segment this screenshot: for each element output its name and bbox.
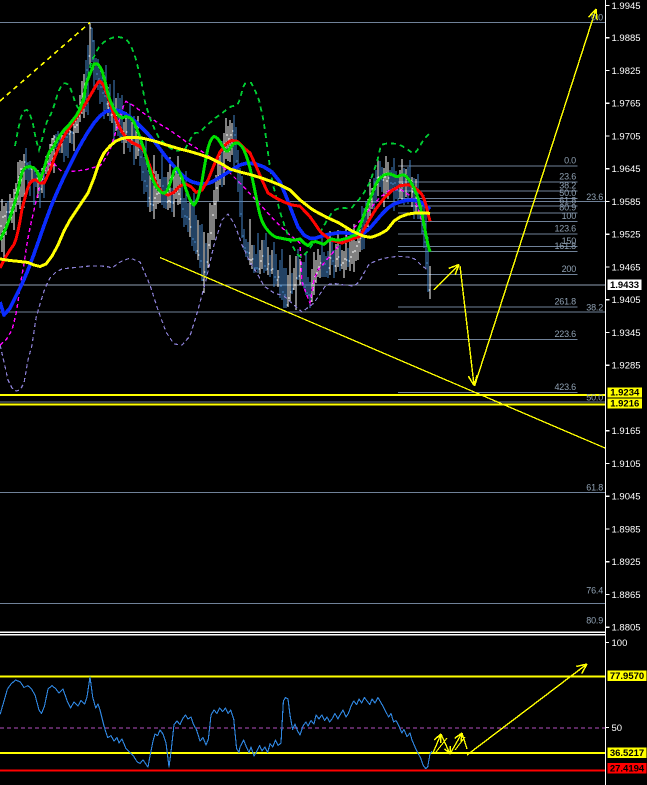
svg-text:50.0: 50.0 [586, 392, 603, 402]
svg-text:1.9433: 1.9433 [610, 280, 639, 291]
svg-text:150: 150 [562, 236, 577, 246]
svg-text:1.9885: 1.9885 [612, 33, 641, 44]
svg-text:1.9645: 1.9645 [612, 164, 641, 175]
svg-text:1.9525: 1.9525 [612, 230, 641, 241]
svg-text:1.9345: 1.9345 [612, 328, 641, 339]
svg-text:100: 100 [612, 638, 628, 649]
svg-text:1.8925: 1.8925 [612, 557, 641, 568]
svg-text:1.9105: 1.9105 [612, 459, 641, 470]
svg-text:1.9216: 1.9216 [610, 399, 639, 410]
svg-text:50.0: 50.0 [559, 188, 576, 198]
svg-text:1.9405: 1.9405 [612, 295, 641, 306]
svg-text:61.8: 61.8 [559, 196, 576, 206]
svg-text:423.6: 423.6 [554, 382, 576, 392]
svg-text:0.0: 0.0 [564, 156, 576, 166]
svg-text:80.9: 80.9 [586, 616, 603, 626]
svg-text:38.2: 38.2 [586, 302, 603, 312]
svg-text:1.9705: 1.9705 [612, 131, 641, 142]
svg-text:1.9465: 1.9465 [612, 262, 641, 273]
svg-text:1.8865: 1.8865 [612, 590, 641, 601]
svg-text:123.6: 123.6 [554, 224, 576, 234]
svg-text:1.9285: 1.9285 [612, 361, 641, 372]
svg-text:27.4194: 27.4194 [610, 763, 645, 774]
svg-text:223.6: 223.6 [554, 329, 576, 339]
svg-text:76.4: 76.4 [586, 586, 603, 596]
svg-text:23.6: 23.6 [559, 172, 576, 182]
svg-text:261.8: 261.8 [554, 297, 576, 307]
svg-text:77.9570: 77.9570 [610, 671, 644, 682]
svg-text:50: 50 [612, 723, 623, 734]
svg-text:80.9: 80.9 [559, 203, 576, 213]
svg-text:1.9825: 1.9825 [612, 66, 641, 77]
svg-text:61.8: 61.8 [586, 483, 603, 493]
svg-text:1.8985: 1.8985 [612, 524, 641, 535]
svg-text:1.8805: 1.8805 [612, 623, 641, 634]
svg-text:1.9945: 1.9945 [612, 1, 641, 12]
svg-text:36.5217: 36.5217 [610, 748, 644, 759]
svg-text:23.6: 23.6 [586, 192, 603, 202]
svg-text:1.9585: 1.9585 [612, 197, 641, 208]
svg-text:1.9165: 1.9165 [612, 426, 641, 437]
svg-text:1.9234: 1.9234 [610, 388, 640, 399]
svg-text:1.9765: 1.9765 [612, 99, 641, 110]
svg-text:0.0: 0.0 [591, 12, 603, 22]
svg-text:38.2: 38.2 [559, 181, 576, 191]
svg-text:1.9045: 1.9045 [612, 492, 641, 503]
svg-text:200: 200 [562, 264, 577, 274]
svg-text:100: 100 [562, 211, 577, 221]
svg-text:161.8: 161.8 [554, 241, 576, 251]
